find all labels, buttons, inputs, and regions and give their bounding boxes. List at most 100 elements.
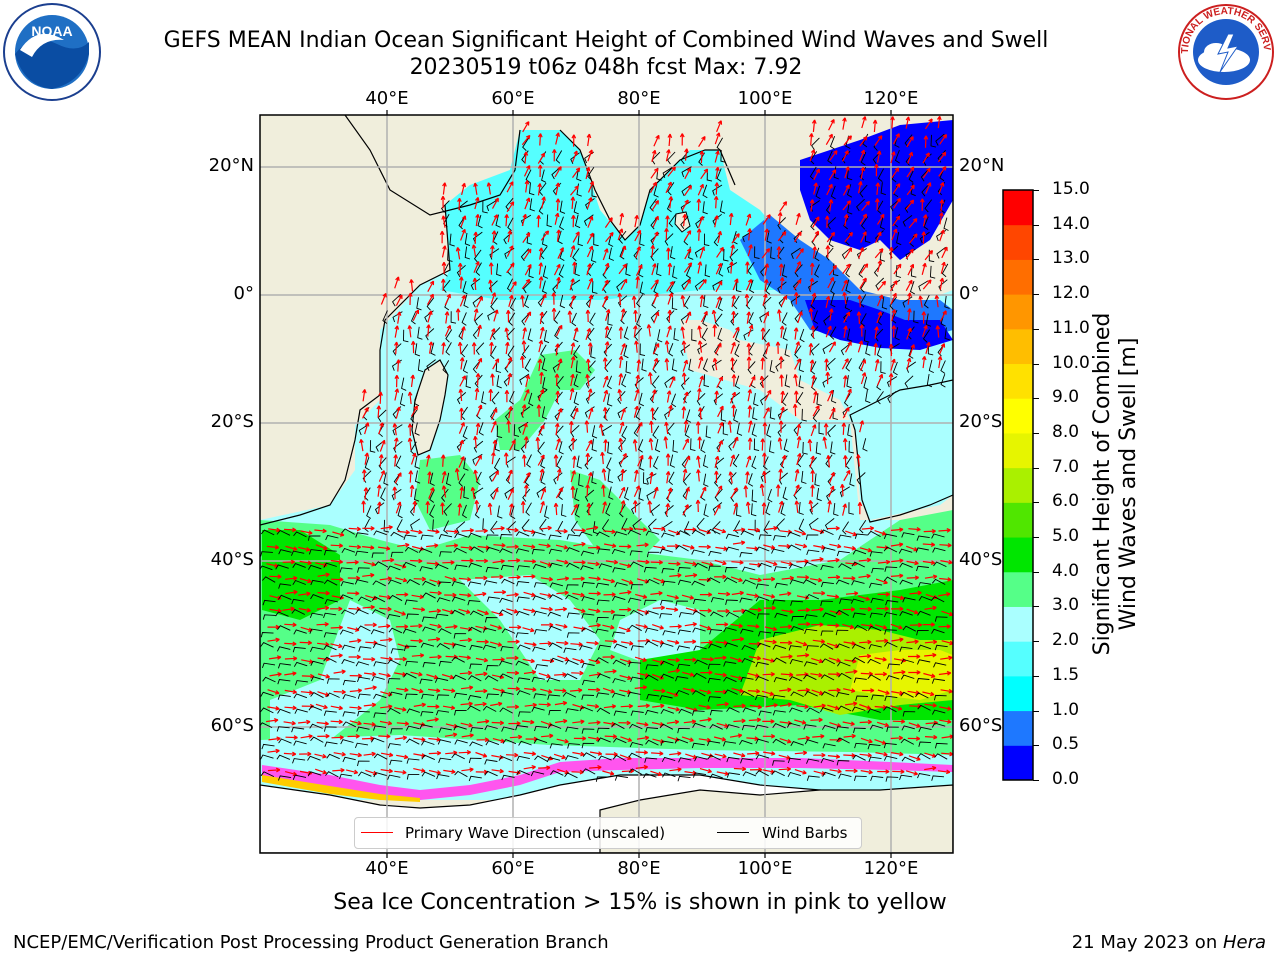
wave-direction-arrow bbox=[696, 455, 701, 468]
colorbar-band bbox=[1003, 537, 1033, 573]
wind-barb bbox=[754, 246, 760, 259]
wave-direction-arrow bbox=[857, 340, 864, 353]
wind-barb bbox=[528, 392, 534, 407]
wave-direction-arrow bbox=[651, 231, 659, 243]
wind-barb bbox=[692, 610, 706, 617]
wind-barb bbox=[880, 361, 886, 374]
wave-direction-arrow bbox=[668, 196, 674, 209]
wind-barb bbox=[580, 565, 594, 571]
wind-barb bbox=[595, 657, 609, 664]
wave-direction-arrow bbox=[697, 340, 703, 353]
wind-barb bbox=[451, 656, 465, 663]
wave-direction-arrow bbox=[810, 717, 823, 723]
wave-direction-arrow bbox=[394, 707, 407, 712]
wind-barb bbox=[838, 773, 852, 779]
wave-direction-arrow bbox=[683, 719, 697, 725]
wind-barb bbox=[835, 609, 849, 616]
wave-direction-arrow bbox=[843, 733, 856, 739]
wave-direction-arrow bbox=[392, 423, 398, 436]
wave-direction-arrow bbox=[381, 557, 395, 563]
wind-barb bbox=[445, 472, 452, 486]
wind-barb bbox=[830, 293, 836, 308]
wave-direction-arrow bbox=[460, 215, 467, 228]
wave-direction-arrow bbox=[650, 407, 655, 420]
wind-barb bbox=[342, 694, 356, 700]
wave-direction-arrow bbox=[667, 166, 676, 177]
wind-barb bbox=[726, 262, 738, 274]
wind-barb bbox=[611, 722, 625, 730]
wave-direction-arrow bbox=[716, 771, 729, 776]
wave-direction-arrow bbox=[507, 469, 513, 482]
wind-barb bbox=[769, 440, 775, 454]
wave-direction-arrow bbox=[570, 641, 583, 647]
wave-direction-arrow bbox=[491, 197, 499, 209]
wave-direction-arrow bbox=[378, 623, 391, 629]
wind-barb bbox=[692, 722, 706, 728]
wave-direction-arrow bbox=[298, 607, 311, 613]
wave-direction-arrow bbox=[749, 607, 762, 613]
wind-barb bbox=[356, 676, 371, 682]
wave-direction-arrow bbox=[378, 672, 391, 678]
wind-barb bbox=[639, 233, 645, 247]
wind-barb bbox=[383, 472, 389, 486]
wind-barb bbox=[581, 728, 595, 734]
wind-barb bbox=[482, 644, 497, 650]
wind-barb bbox=[810, 343, 820, 356]
wave-direction-arrow bbox=[733, 703, 746, 709]
wave-direction-arrow bbox=[299, 560, 312, 566]
legend-label-wave-direction: Primary Wave Direction (unscaled) bbox=[405, 824, 666, 842]
wind-barb bbox=[534, 664, 548, 670]
wave-direction-arrow bbox=[762, 293, 768, 306]
wind-barb bbox=[742, 609, 756, 616]
wind-barb bbox=[917, 644, 932, 650]
wind-barb bbox=[836, 737, 850, 744]
wave-direction-arrow bbox=[935, 325, 941, 338]
wave-direction-arrow bbox=[765, 703, 778, 708]
wave-direction-arrow bbox=[874, 231, 882, 244]
wave-direction-arrow bbox=[570, 373, 575, 387]
wave-direction-arrow bbox=[555, 132, 560, 145]
wind-barb bbox=[702, 454, 709, 468]
wind-barb bbox=[871, 567, 884, 574]
wind-barb bbox=[592, 281, 598, 294]
wind-barb bbox=[531, 706, 545, 712]
wave-direction-arrow bbox=[717, 591, 731, 597]
wind-barb bbox=[340, 739, 354, 745]
wave-direction-arrow bbox=[745, 501, 751, 514]
wave-direction-arrow bbox=[697, 325, 702, 338]
wave-direction-arrow bbox=[523, 669, 537, 675]
wave-direction-arrow bbox=[556, 640, 569, 646]
wind-barb bbox=[310, 660, 324, 666]
wave-direction-arrow bbox=[810, 424, 817, 437]
wave-direction-arrow bbox=[906, 608, 919, 615]
wind-barb bbox=[293, 693, 308, 699]
wind-barb bbox=[755, 770, 769, 777]
wave-direction-arrow bbox=[602, 248, 609, 261]
wave-direction-arrow bbox=[314, 768, 327, 775]
wind-barb bbox=[656, 263, 662, 277]
wind-barb bbox=[885, 776, 899, 782]
wave-direction-arrow bbox=[285, 576, 298, 581]
wave-direction-arrow bbox=[908, 670, 921, 675]
wind-barb bbox=[680, 377, 690, 390]
wave-direction-arrow bbox=[793, 292, 799, 305]
wave-direction-arrow bbox=[714, 527, 727, 534]
wind-barb bbox=[803, 661, 818, 667]
wave-direction-arrow bbox=[731, 310, 736, 324]
wave-direction-arrow bbox=[811, 557, 824, 562]
wave-direction-arrow bbox=[733, 752, 746, 758]
wave-direction-arrow bbox=[794, 231, 802, 243]
wind-barb bbox=[809, 457, 817, 470]
wave-direction-arrow bbox=[874, 248, 884, 259]
wind-barb bbox=[458, 473, 466, 487]
wave-direction-arrow bbox=[731, 233, 740, 244]
sea-blue-north bbox=[800, 120, 953, 260]
wind-barb bbox=[798, 518, 805, 533]
wave-direction-arrow bbox=[809, 277, 815, 291]
wave-direction-arrow bbox=[554, 373, 560, 386]
wave-direction-arrow bbox=[568, 420, 574, 434]
wind-barb bbox=[482, 200, 488, 214]
wind-barb bbox=[676, 645, 690, 651]
wind-barb bbox=[293, 629, 307, 635]
wind-barb bbox=[562, 691, 577, 698]
